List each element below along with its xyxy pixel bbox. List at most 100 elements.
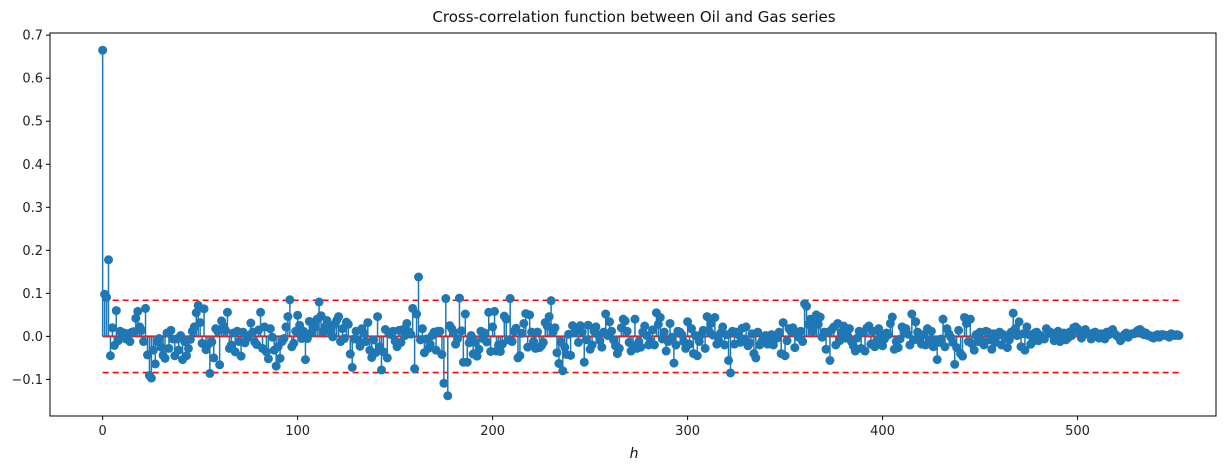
stem-marker	[813, 319, 823, 329]
stem-marker	[1004, 335, 1014, 345]
stem-marker	[166, 325, 176, 335]
stem-marker	[141, 303, 151, 313]
stem-marker	[686, 324, 696, 334]
stem-marker	[271, 361, 281, 371]
stem-marker	[725, 368, 735, 378]
stem-marker	[938, 314, 948, 324]
stem-marker	[226, 340, 236, 350]
stem-marker	[653, 319, 663, 329]
stem-marker	[647, 325, 657, 335]
stem-marker	[573, 337, 583, 347]
stem-marker	[412, 309, 422, 319]
stem-marker	[544, 312, 554, 322]
stem-marker	[683, 317, 693, 327]
stem-marker	[417, 324, 427, 334]
stem-marker	[790, 343, 800, 353]
stem-marker	[622, 326, 632, 336]
stem-marker	[821, 344, 831, 354]
stem-marker	[815, 312, 825, 322]
stem-marker	[677, 330, 687, 340]
stem-marker	[692, 351, 702, 361]
stem-marker	[466, 331, 476, 341]
stem-marker	[583, 320, 593, 330]
stem-marker	[414, 272, 424, 282]
stem-marker	[591, 322, 601, 332]
stem-marker	[887, 312, 897, 322]
stem-marker	[396, 337, 406, 347]
y-tick-label: 0.5	[22, 115, 43, 130]
stem-marker	[382, 353, 392, 363]
stem-marker	[103, 255, 113, 265]
stem-marker	[453, 334, 463, 344]
stem-marker	[256, 307, 266, 317]
stem-marker	[954, 325, 964, 335]
stem-marker	[470, 337, 480, 347]
stem-marker	[1010, 324, 1020, 334]
stem-marker	[472, 351, 482, 361]
stem-marker	[581, 335, 591, 345]
stem-marker	[334, 312, 344, 322]
stem-marker	[181, 351, 191, 361]
stem-marker	[139, 337, 149, 347]
stem-marker	[449, 327, 459, 337]
stem-marker	[893, 343, 903, 353]
stem-marker	[261, 347, 271, 357]
stem-marker	[174, 345, 184, 355]
x-tick-label: 100	[285, 424, 310, 439]
stem-marker	[1067, 331, 1077, 341]
y-tick-label: 0.7	[22, 29, 43, 44]
stem-marker	[768, 340, 778, 350]
stem-marker	[710, 312, 720, 322]
stem-marker	[778, 318, 788, 328]
stem-marker	[932, 355, 942, 365]
stem-marker	[213, 326, 223, 336]
stem-marker	[878, 341, 888, 351]
y-tick-label: 0.6	[22, 72, 43, 87]
x-tick-label: 200	[480, 424, 505, 439]
stem-marker	[529, 337, 539, 347]
stem-marker	[532, 327, 542, 337]
stem-marker	[199, 304, 209, 314]
stem-marker	[505, 294, 515, 304]
y-axis-ticks: −0.1 0.0 0.1 0.2 0.3 0.4 0.5 0.6 0.7	[11, 29, 50, 388]
y-tick-label: 0.4	[22, 158, 43, 173]
stem-marker	[969, 345, 979, 355]
stem-marker	[265, 324, 275, 334]
stem-marker	[137, 325, 147, 335]
stem-marker	[107, 323, 117, 333]
stem-marker	[554, 358, 564, 368]
stem-marker	[98, 45, 108, 55]
stem-marker	[665, 318, 675, 328]
stem-marker	[720, 340, 730, 350]
stem-marker	[614, 343, 624, 353]
stem-marker	[205, 368, 215, 378]
stem-marker	[482, 337, 492, 347]
stem-marker	[160, 353, 170, 363]
stem-marker	[798, 337, 808, 347]
stem-marker	[215, 360, 225, 370]
chart-title: Cross-correlation function between Oil a…	[432, 8, 835, 26]
stem-marker	[936, 334, 946, 344]
stem-marker	[363, 318, 373, 328]
stem-marker	[655, 312, 665, 322]
stem-marker	[406, 329, 416, 339]
stem-marker	[566, 350, 576, 360]
stem-marker	[724, 355, 734, 365]
y-tick-label: 0.3	[22, 201, 43, 216]
stem-marker	[443, 391, 453, 401]
y-tick-label: 0.1	[22, 287, 43, 302]
stem-marker	[300, 355, 310, 365]
stem-marker	[456, 326, 466, 336]
stem-marker	[359, 328, 369, 338]
stem-marker	[267, 332, 277, 342]
x-axis-ticks: 0 100 200 300 400 500	[99, 416, 1090, 439]
stem-marker	[751, 353, 761, 363]
stem-marker	[150, 359, 160, 369]
stem-marker	[903, 329, 913, 339]
stem-marker	[495, 346, 505, 356]
stem-marker	[852, 333, 862, 343]
stem-marker	[185, 334, 195, 344]
stem-marker	[630, 314, 640, 324]
